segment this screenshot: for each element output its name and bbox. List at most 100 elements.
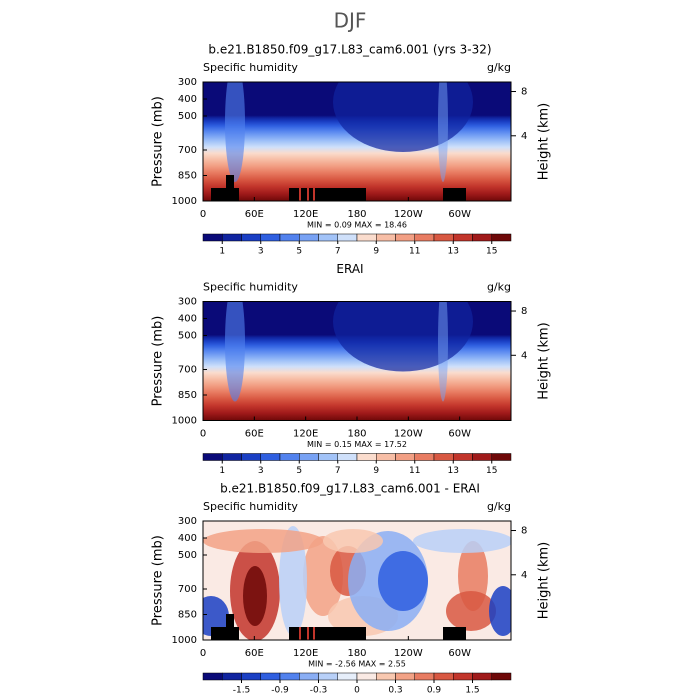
topography bbox=[211, 627, 239, 640]
colorbar-tick-label: 7 bbox=[335, 466, 341, 476]
stats-label: MIN = 0.15 MAX = 17.52 bbox=[307, 440, 407, 449]
stats-label: MIN = 0.09 MAX = 18.46 bbox=[307, 221, 407, 230]
x-tick-label: 120W bbox=[394, 209, 423, 220]
colorbar-tick-label: 5 bbox=[296, 247, 302, 257]
x-tick-label: 60E bbox=[245, 429, 264, 440]
colorbar-tick-label: 1.5 bbox=[465, 686, 479, 696]
figure-title: DJF bbox=[334, 9, 367, 33]
y-axis-label: Pressure (mb) bbox=[151, 535, 166, 626]
stats-label: MIN = -2.56 MAX = 2.55 bbox=[308, 660, 406, 669]
colorbar-box bbox=[337, 453, 358, 461]
x-tick-label: 120E bbox=[293, 429, 318, 440]
colorbar-box bbox=[202, 233, 223, 242]
units-label: g/kg bbox=[487, 500, 511, 513]
units-label: g/kg bbox=[487, 281, 511, 294]
x-tick-label: 0 bbox=[200, 429, 206, 440]
colorbar-box bbox=[453, 672, 473, 681]
x-tick-label: 0 bbox=[200, 648, 206, 659]
y-tick-label: 700 bbox=[178, 365, 197, 376]
colorbar-tick-label: 1 bbox=[219, 466, 225, 476]
y2-tick-label: 4 bbox=[521, 350, 527, 361]
colorbar-tick-label: 9 bbox=[373, 466, 379, 476]
x-tick-label: 60W bbox=[448, 648, 471, 659]
colorbar-tick-label: 9 bbox=[373, 247, 379, 257]
colorbar-box bbox=[279, 233, 300, 242]
colorbar-box bbox=[491, 233, 512, 242]
variable-label: Specific humidity bbox=[203, 500, 298, 513]
colorbar-box bbox=[376, 453, 396, 461]
colorbar-box bbox=[241, 453, 261, 461]
x-tick-label: 60W bbox=[448, 209, 471, 220]
field-feature bbox=[446, 591, 496, 631]
colorbar-box bbox=[299, 453, 319, 461]
field-feature bbox=[438, 82, 448, 182]
colorbar-tick-label: 11 bbox=[409, 247, 420, 257]
colorbar-box bbox=[260, 672, 281, 681]
colorbar-tick-label: 1 bbox=[219, 247, 225, 257]
y-tick-label: 400 bbox=[178, 94, 197, 105]
x-tick-label: 60W bbox=[448, 429, 471, 440]
topography bbox=[211, 188, 239, 201]
y-axis-label: Pressure (mb) bbox=[151, 96, 166, 187]
colorbar-box bbox=[395, 233, 415, 242]
colorbar-box bbox=[472, 233, 492, 242]
colorbar-box bbox=[433, 453, 454, 461]
colorbar-box bbox=[356, 233, 377, 242]
colorbar-box bbox=[279, 672, 300, 681]
y2-axis-label: Height (km) bbox=[537, 542, 552, 619]
colorbar-box bbox=[453, 233, 473, 242]
colorbar-box bbox=[318, 453, 338, 461]
field-feature bbox=[413, 529, 511, 553]
y-tick-label: 500 bbox=[178, 550, 197, 561]
colorbar-box bbox=[260, 233, 281, 242]
colorbar-box bbox=[279, 453, 300, 461]
panel-title: ERAI bbox=[336, 262, 363, 276]
colorbar-box bbox=[222, 233, 242, 242]
colorbar-tick-label: 0.3 bbox=[388, 686, 402, 696]
x-tick-label: 120E bbox=[293, 209, 318, 220]
colorbar-box bbox=[491, 453, 512, 461]
topography-gap bbox=[307, 188, 309, 201]
y-tick-label: 400 bbox=[178, 533, 197, 544]
y-tick-label: 850 bbox=[178, 390, 197, 401]
colorbar-tick-label: 0 bbox=[354, 686, 360, 696]
y-axis-label: Pressure (mb) bbox=[151, 316, 166, 407]
y2-tick-label: 4 bbox=[521, 131, 527, 142]
topography-gap bbox=[313, 188, 315, 201]
colorbar-box bbox=[241, 672, 261, 681]
y2-tick-label: 8 bbox=[521, 87, 527, 98]
colorbar-box bbox=[472, 453, 492, 461]
x-tick-label: 180 bbox=[347, 429, 366, 440]
colorbar-box bbox=[222, 672, 242, 681]
colorbar-tick-label: -0.9 bbox=[271, 686, 289, 696]
colorbar-box bbox=[241, 233, 261, 242]
colorbar-box bbox=[453, 453, 473, 461]
colorbar-tick-label: 5 bbox=[296, 466, 302, 476]
field-feature bbox=[203, 596, 229, 636]
colorbar-box bbox=[395, 672, 415, 681]
panel-title: b.e21.B1850.f09_g17.L83_cam6.001 - ERAI bbox=[220, 482, 480, 496]
y-tick-label: 850 bbox=[178, 171, 197, 182]
panel-title: b.e21.B1850.f09_g17.L83_cam6.001 (yrs 3-… bbox=[208, 43, 491, 57]
field-feature bbox=[225, 301, 245, 402]
x-tick-label: 0 bbox=[200, 209, 206, 220]
colorbar-tick-label: -0.3 bbox=[310, 686, 328, 696]
colorbar-tick-label: -1.5 bbox=[233, 686, 251, 696]
x-tick-label: 60E bbox=[245, 648, 264, 659]
colorbar-box bbox=[202, 672, 223, 681]
colorbar-box bbox=[202, 453, 223, 461]
field-feature bbox=[438, 301, 448, 402]
colorbar-box bbox=[395, 453, 415, 461]
colorbar-box bbox=[356, 453, 377, 461]
colorbar-box bbox=[414, 233, 435, 242]
colorbar-box bbox=[356, 672, 377, 681]
colorbar-box bbox=[376, 233, 396, 242]
colorbar-box bbox=[299, 233, 319, 242]
x-tick-label: 60E bbox=[245, 209, 264, 220]
colorbar-box bbox=[222, 453, 242, 461]
colorbar-box bbox=[472, 672, 492, 681]
colorbar-box bbox=[299, 672, 319, 681]
y-tick-label: 850 bbox=[178, 610, 197, 621]
colorbar-box bbox=[337, 672, 358, 681]
